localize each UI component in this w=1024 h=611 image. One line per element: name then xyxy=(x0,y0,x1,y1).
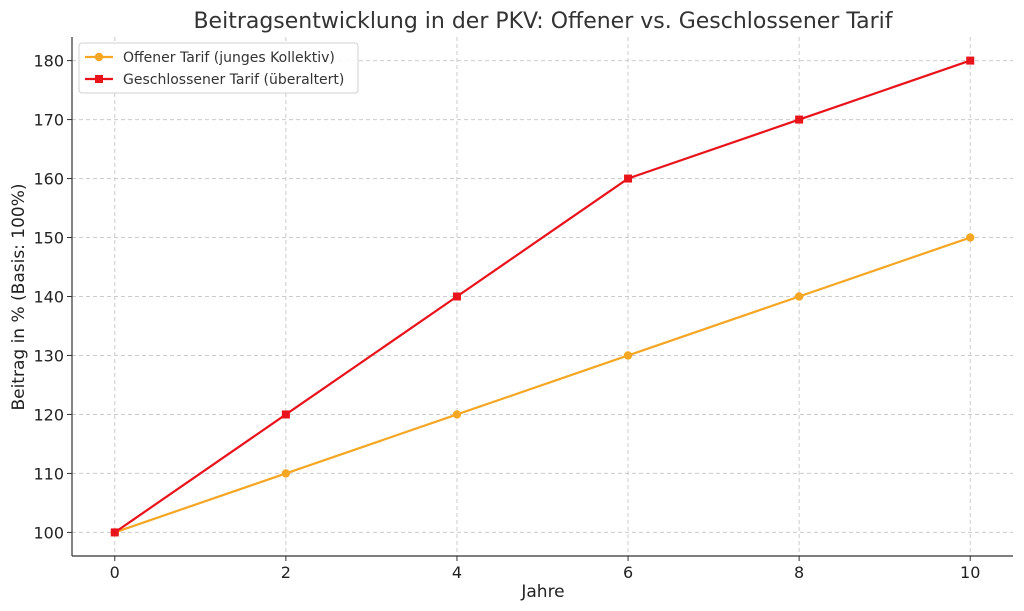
series-line xyxy=(114,236,971,534)
series-layer xyxy=(110,56,975,537)
data-point xyxy=(966,56,975,65)
y-tick-label: 110 xyxy=(33,464,64,483)
legend-box xyxy=(78,42,359,94)
legend-marker xyxy=(95,75,103,83)
y-tick-label: 130 xyxy=(33,346,64,365)
y-tick-label: 160 xyxy=(33,170,64,189)
series-2 xyxy=(110,56,975,537)
data-point xyxy=(452,292,461,301)
x-tick-label: 4 xyxy=(452,563,462,582)
data-point xyxy=(110,528,119,537)
y-tick-label: 170 xyxy=(33,111,64,130)
y-tick-label: 120 xyxy=(33,405,64,424)
data-point xyxy=(966,233,975,242)
x-tick-label: 8 xyxy=(794,563,804,582)
chart-title: Beitragsentwicklung in der PKV: Offener … xyxy=(193,9,893,34)
x-tick-label: 10 xyxy=(960,563,980,582)
x-axis-label: Jahre xyxy=(520,582,564,602)
legend-label: Offener Tarif (junges Kollektiv) xyxy=(123,50,335,66)
data-point xyxy=(623,351,633,360)
data-point xyxy=(795,115,804,124)
axes: 0 2 4 6 8 10 100 110 120 130 140 150 160 170 180 xyxy=(33,37,1013,582)
y-tick-label: 150 xyxy=(33,229,64,248)
legend-marker xyxy=(94,52,104,62)
series-line xyxy=(114,59,971,534)
x-tick-label: 0 xyxy=(110,563,120,582)
series-1 xyxy=(110,233,975,537)
legend-label: Geschlossener Tarif (überaltert) xyxy=(123,72,344,88)
x-tick-label: 6 xyxy=(623,563,633,582)
legend-item: Geschlossener Tarif (überaltert) xyxy=(85,72,344,88)
legend-item: Offener Tarif (junges Kollektiv) xyxy=(85,50,335,66)
y-tick-label: 180 xyxy=(33,52,64,71)
y-tick-label: 140 xyxy=(33,288,64,307)
data-point xyxy=(281,410,290,419)
data-point xyxy=(281,469,291,478)
data-point xyxy=(624,174,633,183)
legend: Offener Tarif (junges Kollektiv) Geschlos… xyxy=(78,42,359,94)
y-tick-label: 100 xyxy=(33,523,64,542)
y-axis-label: Beitrag in % (Basis: 100%) xyxy=(9,183,29,410)
grid xyxy=(72,37,1013,556)
data-point xyxy=(452,410,462,419)
data-point xyxy=(794,292,804,301)
x-tick-label: 2 xyxy=(281,563,291,582)
